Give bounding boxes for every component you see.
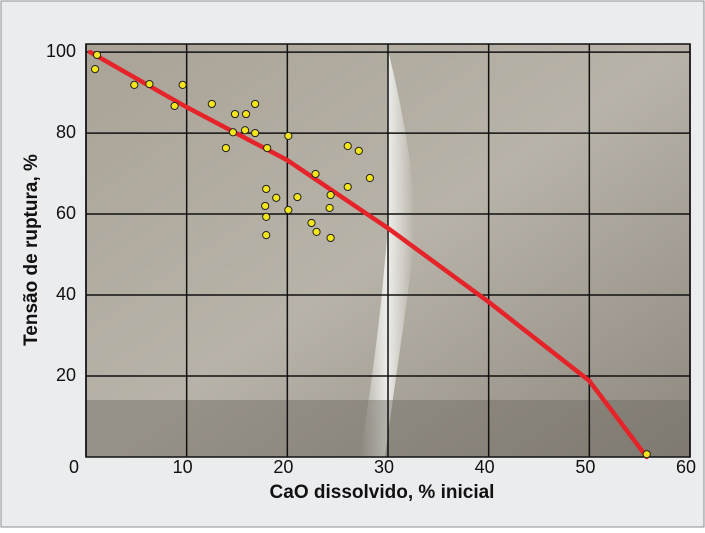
- data-point: [231, 110, 238, 117]
- data-point: [263, 185, 270, 192]
- y-axis-title: Tensão de ruptura, %: [21, 154, 42, 346]
- data-point: [294, 193, 301, 200]
- data-point: [263, 232, 270, 239]
- x-tick-label: 30: [374, 457, 394, 477]
- data-point: [93, 51, 100, 58]
- data-point: [264, 144, 271, 151]
- data-point: [366, 174, 373, 181]
- x-tick-label: 50: [575, 457, 595, 477]
- data-point: [131, 81, 138, 88]
- y-tick-label: 80: [56, 122, 76, 142]
- data-point: [327, 234, 334, 241]
- data-point: [229, 129, 236, 136]
- data-point: [344, 142, 351, 149]
- data-point: [222, 144, 229, 151]
- data-point: [313, 228, 320, 235]
- data-point: [179, 81, 186, 88]
- data-point: [285, 132, 292, 139]
- x-tick-label: 60: [676, 457, 696, 477]
- data-point: [344, 183, 351, 190]
- data-point: [262, 202, 269, 209]
- data-point: [308, 219, 315, 226]
- data-point: [285, 206, 292, 213]
- y-tick-label: 20: [56, 365, 76, 385]
- data-point: [643, 451, 650, 458]
- x-tick-label: 0: [69, 457, 79, 477]
- x-axis-title: CaO dissolvido, % inicial: [270, 482, 495, 503]
- data-point: [91, 66, 98, 73]
- x-tick-label: 10: [173, 457, 193, 477]
- data-point: [146, 80, 153, 87]
- data-point: [355, 147, 362, 154]
- x-tick-label: 20: [273, 457, 293, 477]
- data-point: [242, 110, 249, 117]
- data-point: [327, 191, 334, 198]
- data-point: [252, 129, 259, 136]
- data-point: [312, 170, 319, 177]
- data-point: [263, 213, 270, 220]
- data-point: [208, 100, 215, 107]
- data-point: [326, 204, 333, 211]
- chart: 0 10 20 30 40 50 60 20 40 60 80 100 CaO dissolvido,…: [0, 0, 705, 528]
- data-point: [273, 194, 280, 201]
- y-tick-label: 60: [56, 203, 76, 223]
- data-point: [252, 100, 259, 107]
- y-tick-label: 100: [46, 41, 76, 61]
- data-point: [171, 102, 178, 109]
- x-tick-label: 40: [475, 457, 495, 477]
- data-point: [241, 127, 248, 134]
- y-tick-label: 40: [56, 284, 76, 304]
